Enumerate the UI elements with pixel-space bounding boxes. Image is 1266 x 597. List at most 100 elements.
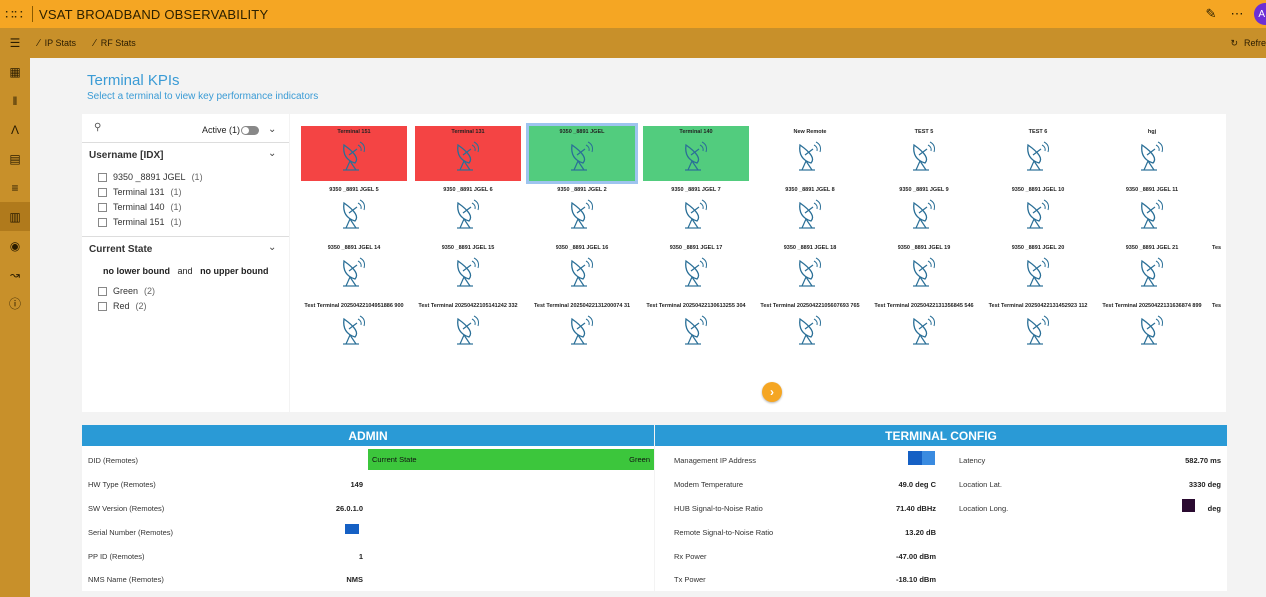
rf-stats-button[interactable]: ∕ RF Stats	[94, 38, 136, 49]
terminal-tile[interactable]: Terminal 140	[643, 126, 749, 181]
satellite-dish-icon	[571, 199, 593, 229]
terminal-tile[interactable]: hgj	[1099, 126, 1205, 181]
satellite-dish-icon	[799, 315, 821, 345]
username-option[interactable]: Terminal 140 (1)	[98, 202, 182, 212]
current-state-cell: Current State Green	[368, 449, 654, 470]
report-icon[interactable]: ▥	[0, 202, 30, 231]
toolbar: ∕ IP Stats ∕ RF Stats ↻ Refre	[30, 28, 1266, 58]
location-lat-label: Location Lat.	[959, 480, 1002, 489]
terminal-tile[interactable]: 9350 _8891 JGEL 2	[529, 184, 635, 239]
option-count: (2)	[135, 301, 147, 311]
terminal-tile[interactable]: 9350 _8891 JGEL 9	[871, 184, 977, 239]
terminal-label: Test Terminal 20250422131452923 112	[988, 303, 1088, 309]
terminal-tile[interactable]: 9350 _8891 JGEL 5	[301, 184, 407, 239]
terminal-tile[interactable]: 9350 _8891 JGEL 17	[643, 242, 749, 297]
terminal-tile[interactable]: 9350 _8891 JGEL 7	[643, 184, 749, 239]
chevron-down-icon[interactable]: ⌄	[268, 148, 277, 159]
hub-snr-value: 71.40 dBHz	[895, 504, 936, 513]
satellite-dish-icon	[457, 315, 479, 345]
terminal-grid: › Terminal 151 Terminal 131 9350 _8891 JGE…	[290, 114, 1226, 412]
terminal-tile[interactable]: TEST 5	[871, 126, 977, 181]
checkbox[interactable]	[98, 172, 107, 182]
triangle-icon[interactable]: Λ	[10, 122, 19, 137]
terminal-label: 9350 _8891 JGEL 14	[327, 245, 381, 251]
terminal-tile[interactable]: 9350 _8891 JGEL 11	[1099, 184, 1205, 239]
terminal-tile[interactable]: 9350 _8891 JGEL 19	[871, 242, 977, 297]
checkbox[interactable]	[98, 187, 107, 197]
next-page-button[interactable]: ›	[762, 382, 782, 402]
option-label: 9350 _8891 JGEL	[113, 172, 186, 182]
info-icon[interactable]: ⓘ	[8, 297, 21, 311]
app-launcher-icon[interactable]: ∷∷	[5, 5, 23, 22]
terminal-tile[interactable]: Test Terminal 20250422130613255 304	[643, 300, 749, 355]
chevron-down-icon[interactable]: ⌄	[268, 124, 277, 135]
satellite-dish-icon	[913, 257, 935, 287]
terminal-tile[interactable]: Test Terminal 20250422131356845 546	[871, 300, 977, 355]
dashboard-icon[interactable]: ▦	[9, 64, 21, 79]
option-count: (1)	[170, 187, 182, 197]
terminal-tile[interactable]: 9350 _8891 JGEL 18	[757, 242, 863, 297]
satellite-dish-icon	[685, 257, 707, 287]
terminal-tile[interactable]: Test Terminal 20250422105607693 765	[757, 300, 863, 355]
terminal-tile[interactable]: 9350 _8891 JGEL 14	[301, 242, 407, 297]
terminal-tile[interactable]: 9350 _8891 JGEL	[526, 123, 638, 184]
terminal-label: Terminal 131	[451, 129, 485, 135]
state-option[interactable]: Green (2)	[98, 286, 155, 296]
location-long-label: Location Long.	[959, 504, 1009, 513]
chart-icon[interactable]: ▤	[9, 151, 21, 166]
username-option[interactable]: Terminal 131 (1)	[98, 187, 182, 197]
terminal-tile[interactable]: Test Terminal 20250422131636874 899	[1099, 300, 1205, 355]
terminal-tile[interactable]: Terminal 131	[415, 126, 521, 181]
lower-bound[interactable]: no lower bound	[103, 266, 170, 276]
terminal-tile[interactable]: New Remote	[757, 126, 863, 181]
active-toggle[interactable]	[241, 126, 259, 135]
terminal-tile[interactable]: Test Terminal 20250422131200074 31	[529, 300, 635, 355]
terminal-tile[interactable]: Terminal 151	[301, 126, 407, 181]
terminal-tile[interactable]: Test Terminal 20250422104951886 900	[301, 300, 407, 355]
terminal-label: 9350 _8891 JGEL 11	[1125, 187, 1179, 193]
refresh-button[interactable]: ↻ Refre	[1230, 28, 1266, 58]
checkbox[interactable]	[98, 301, 107, 311]
terminal-tile[interactable]: 9350 _8891 JGEL 21	[1099, 242, 1205, 297]
search-icon[interactable]: ⚲	[94, 122, 102, 133]
terminal-tile[interactable]: 9350 _8891 JGEL 20	[985, 242, 1091, 297]
username-option[interactable]: Terminal 151 (1)	[98, 217, 182, 227]
terminal-tile[interactable]: TEST 6	[985, 126, 1091, 181]
terminal-tile[interactable]: 9350 _8891 JGEL 10	[985, 184, 1091, 239]
username-option[interactable]: 9350 _8891 JGEL (1)	[98, 172, 203, 182]
filter-pane: ⚲ Active (1) ⌄ Username [IDX] ⌄ 9350 _88…	[82, 114, 289, 412]
current-state-label: Current State	[372, 455, 417, 464]
satellite-dish-icon	[457, 257, 479, 287]
terminal-tile-partial[interactable]: Tes	[1212, 300, 1224, 355]
chevron-down-icon[interactable]: ⌄	[268, 242, 277, 253]
avatar[interactable]: A	[1254, 3, 1266, 25]
bars-icon[interactable]: ‖	[12, 93, 18, 108]
ip-stats-button[interactable]: ∕ IP Stats	[38, 38, 76, 49]
terminal-tile[interactable]: Test Terminal 20250422105141242 332	[415, 300, 521, 355]
terminal-tile[interactable]: 9350 _8891 JGEL 6	[415, 184, 521, 239]
upper-bound[interactable]: no upper bound	[200, 266, 269, 276]
page-subtitle: Select a terminal to view key performanc…	[87, 91, 319, 102]
list-icon[interactable]: ≡	[11, 180, 19, 195]
terminal-label: Test Terminal 20250422131636874 899	[1102, 303, 1202, 309]
terminal-tile[interactable]: Test Terminal 20250422131452923 112	[985, 300, 1091, 355]
terminal-label: 9350 _8891 JGEL 9	[899, 187, 949, 193]
menu-icon[interactable]: ☰	[9, 35, 21, 50]
terminal-tile[interactable]: 9350 _8891 JGEL 16	[529, 242, 635, 297]
checkbox[interactable]	[98, 286, 107, 296]
more-options-icon[interactable]: ⋯	[1230, 6, 1244, 21]
edit-icon[interactable]: ✎	[1205, 6, 1217, 21]
checkbox[interactable]	[98, 217, 107, 227]
divider	[82, 142, 289, 143]
state-option[interactable]: Red (2)	[98, 301, 147, 311]
option-label: Terminal 131	[113, 187, 165, 197]
terminal-label: TEST 6	[1028, 129, 1048, 135]
globe-icon[interactable]: ◉	[9, 238, 21, 253]
analytics-icon[interactable]: ↝	[9, 267, 21, 282]
checkbox[interactable]	[98, 202, 107, 212]
satellite-dish-icon	[1141, 257, 1163, 287]
terminal-tile[interactable]: 9350 _8891 JGEL 8	[757, 184, 863, 239]
terminal-tile[interactable]: 9350 _8891 JGEL 15	[415, 242, 521, 297]
terminal-tile-partial[interactable]: Tes	[1212, 242, 1224, 297]
pp-id-value: 1	[358, 552, 363, 561]
